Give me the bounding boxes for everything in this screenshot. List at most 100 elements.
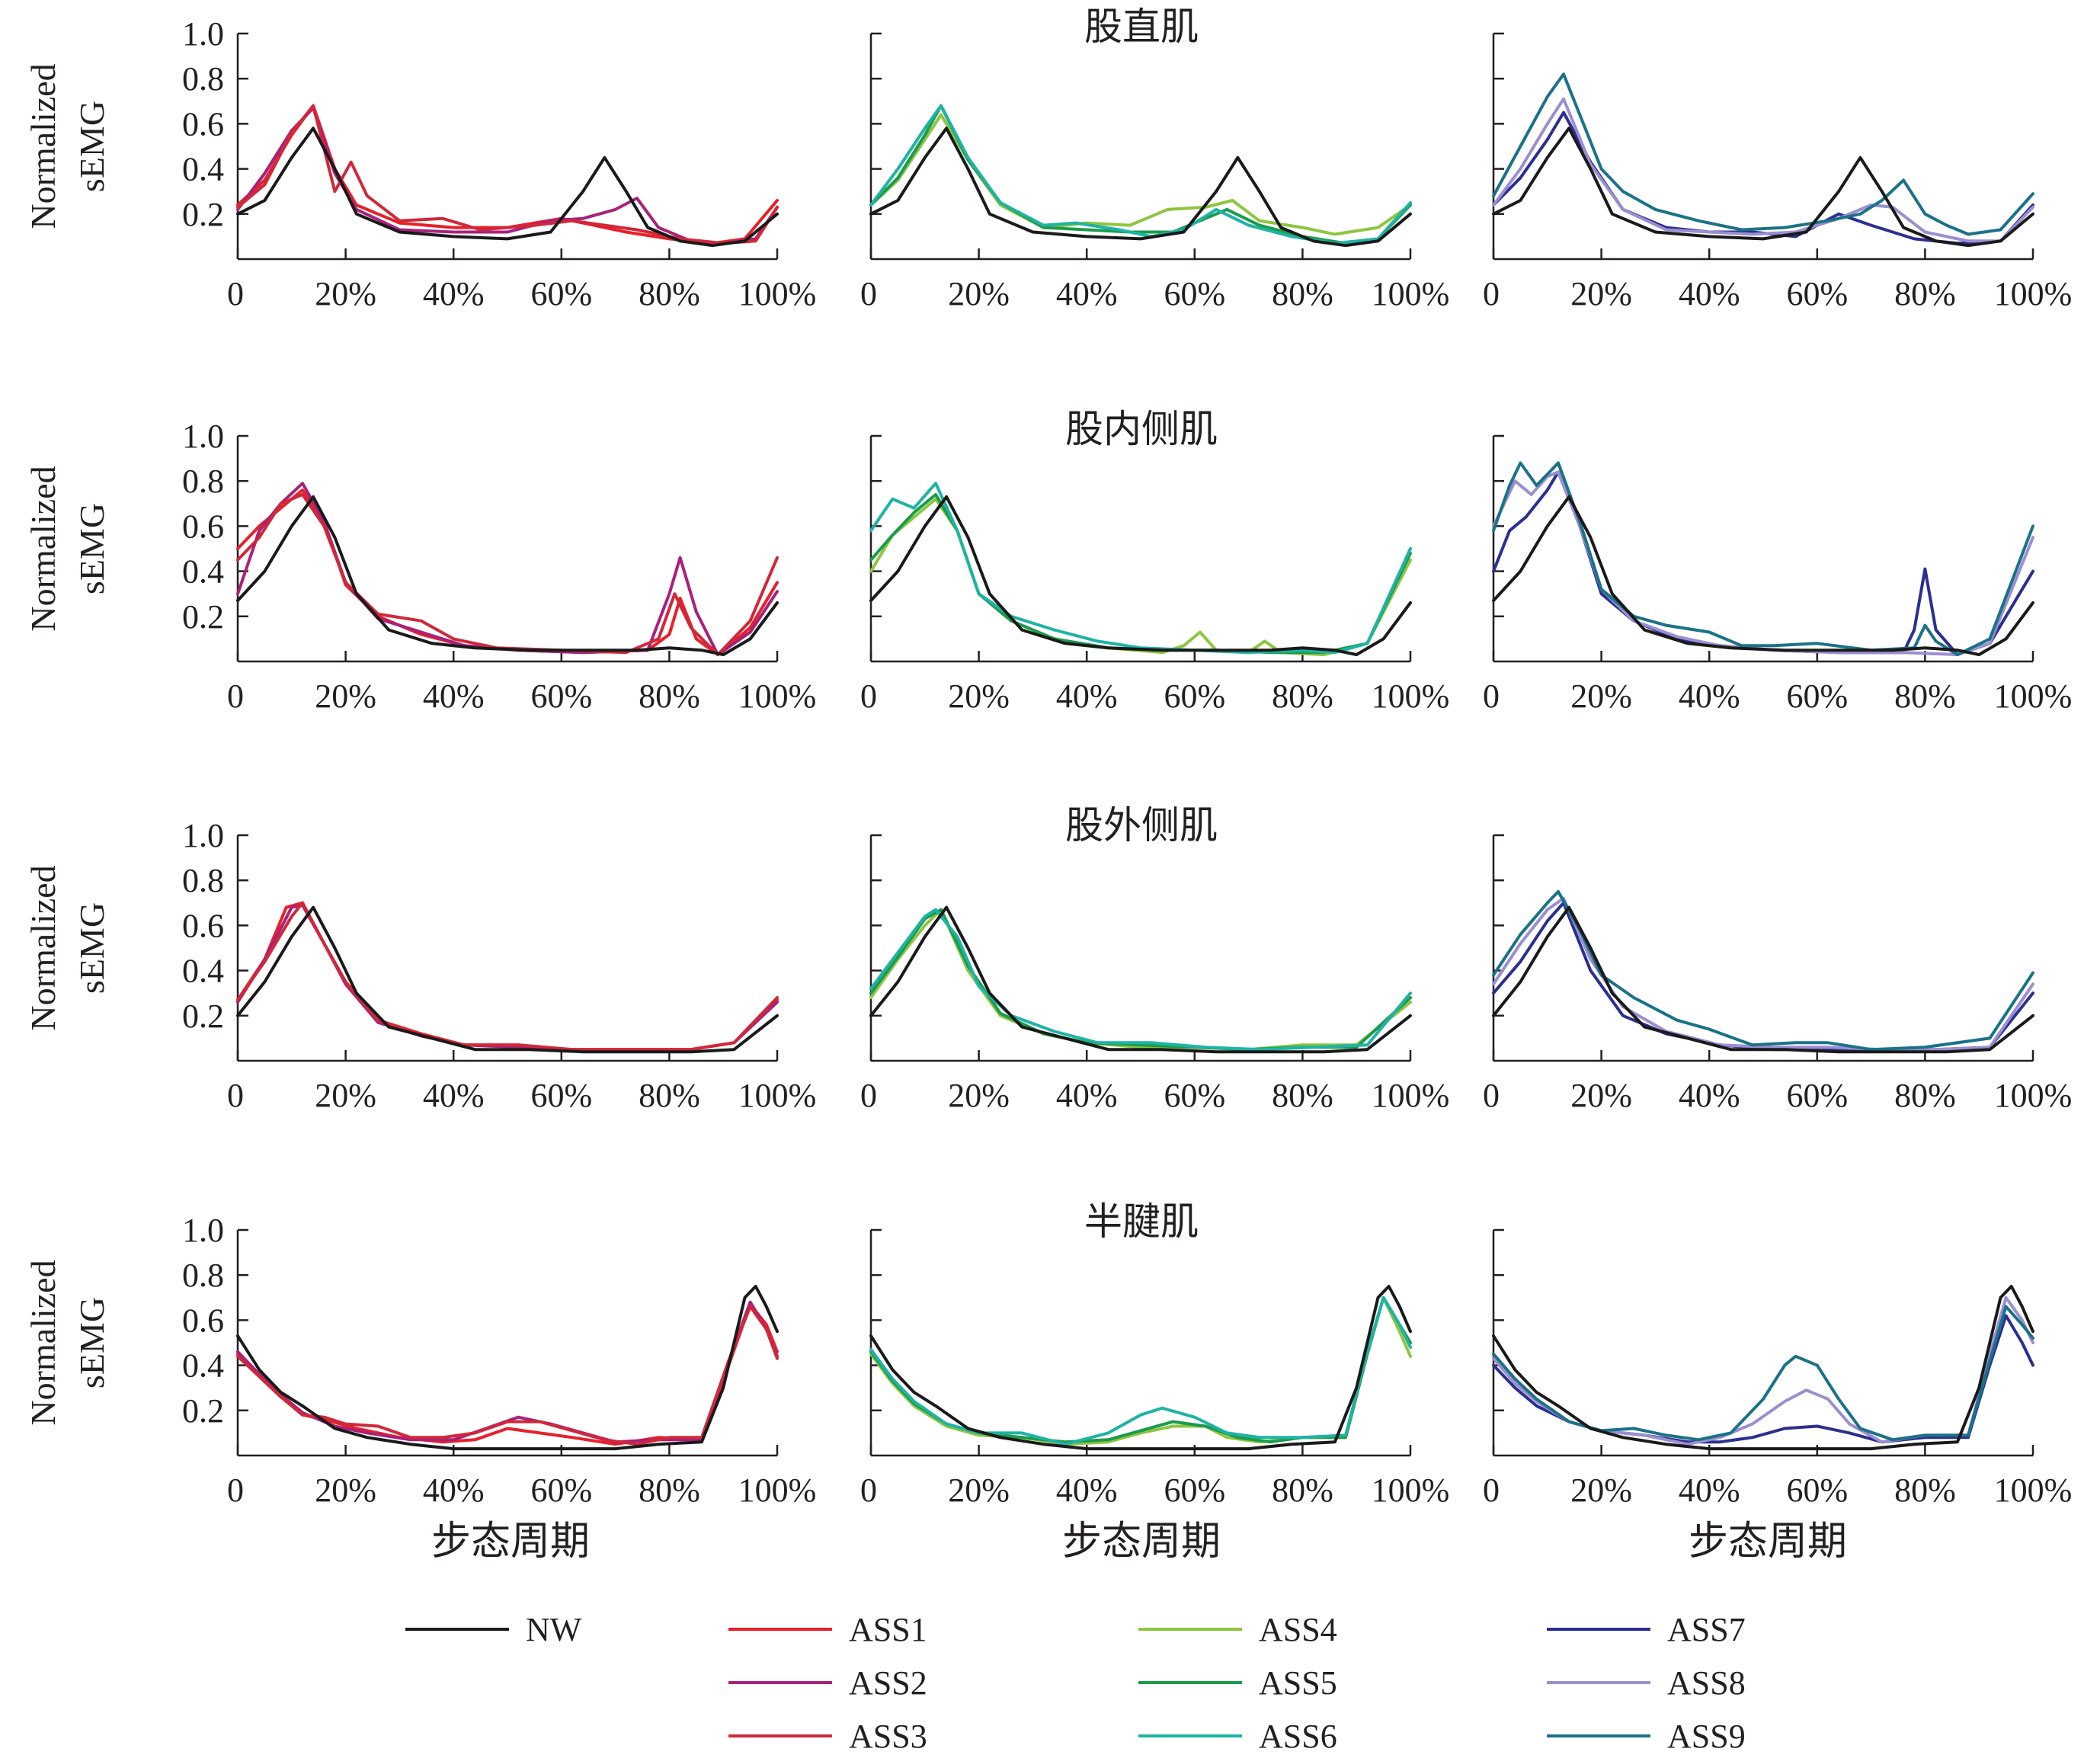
x-tick-label: 20% [1570,677,1632,715]
panel-r1-c3: 0 20% 40% 60% 80% 100% [1483,32,2072,312]
y-axis-label-line: sEMG [72,503,111,594]
y-tick-label: 0.6 [182,105,224,143]
x-tick-label: 80% [1272,677,1333,715]
series-line-ass6 [869,1295,1412,1446]
series-line-ass6 [869,104,1412,245]
series-line-nw [1492,905,2034,1054]
series-line-nw [869,127,1412,248]
x-tick-label: 20% [948,1077,1010,1114]
y-axis-label: Normalized sEMG [24,1260,111,1425]
panel-r4-c3: 0 20% 40% 60% 80% 100% [1483,1228,2072,1509]
x-tick-label: 60% [1164,1472,1225,1509]
legend-item-ass4: ASS4 [1138,1611,1337,1648]
legend-label: ASS7 [1667,1611,1746,1648]
legend-item-ass2: ASS2 [728,1664,927,1702]
x-tick-label: 0 [227,1077,244,1114]
x-tick-label: 40% [1056,1077,1118,1114]
series-line-ass4 [869,1295,1412,1446]
x-tick-label: 100% [1372,275,1450,312]
legend-label: ASS1 [849,1611,927,1648]
y-axis-label-line: Normalized [24,466,62,631]
x-tick-label: 40% [1679,275,1740,312]
x-tick-label: 40% [423,1077,485,1114]
x-tick-label: 80% [639,677,700,715]
series-line-nw [236,1285,779,1451]
x-tick-label: 100% [1372,677,1450,715]
panel-r1-c1: 0.2 0.4 0.6 0.8 1.0 0 20% 40% 60% 80% 100% Normaliz… [24,15,816,312]
series-line-nw [869,1285,1412,1451]
row-title: 股外侧肌 [1065,804,1218,847]
legend-item-ass9: ASS9 [1547,1718,1746,1755]
series-line-nw [1492,127,2034,248]
y-tick-label: 0.4 [182,953,224,990]
y-tick-label: 0.2 [182,998,224,1035]
x-tick-label: 0 [1483,1472,1500,1509]
x-tick-label: 100% [1372,1472,1450,1509]
x-tick-label: 40% [1679,1472,1740,1509]
y-tick-label: 0.8 [182,60,224,98]
x-tick-label: 60% [530,1077,592,1114]
y-axis-label-line: Normalized [24,1260,62,1425]
legend-item-ass6: ASS6 [1138,1718,1337,1755]
x-tick-label: 20% [315,677,376,715]
x-tick-label: 100% [1994,1077,2073,1114]
legend-label: NW [526,1611,582,1648]
series-line-ass3 [236,901,779,1052]
y-tick-label: 1.0 [182,418,224,455]
x-tick-label: 80% [1272,1472,1333,1509]
y-tick-label: 0.6 [182,508,224,545]
x-tick-label: 40% [1056,275,1118,312]
x-tick-label: 80% [1894,1472,1956,1509]
x-tick-label: 20% [315,275,376,312]
series-line-ass6 [869,482,1412,655]
y-tick-label: 1.0 [182,15,224,53]
x-tick-label: 60% [1786,1472,1848,1509]
legend-item-ass8: ASS8 [1547,1664,1746,1702]
x-tick-label: 20% [948,677,1010,715]
series-line-ass9 [1492,461,2034,657]
y-axis-label-line: sEMG [72,101,111,192]
x-tick-label: 0 [1483,275,1500,312]
series-line-ass3 [236,1305,779,1446]
legend-label: ASS6 [1259,1718,1337,1755]
x-tick-label: 20% [1570,1472,1632,1509]
panel-r2-c2: 0 20% 40% 60% 80% 100% [860,434,1450,715]
x-tick-label: 40% [423,1472,485,1509]
legend-label: ASS5 [1259,1664,1337,1702]
x-tick-label: 100% [1372,1077,1450,1114]
x-tick-label: 100% [738,275,817,312]
x-axis-labels: 步态周期 步态周期 步态周期 [431,1520,1847,1564]
panel-r2-c3: 0 20% 40% 60% 80% 100% [1483,434,2072,715]
x-tick-label: 20% [1570,275,1632,312]
y-axis-label: Normalized sEMG [24,466,111,631]
series-line-nw [869,495,1412,657]
x-axis-label-col3: 步态周期 [1689,1520,1847,1564]
x-tick-label: 0 [1483,1077,1500,1114]
series-line-nw [236,127,779,248]
x-tick-label: 80% [1894,1077,1956,1114]
y-tick-label: 0.8 [182,463,224,500]
y-tick-label: 0.4 [182,151,224,188]
series-line-ass9 [1492,890,2034,1052]
legend-label: ASS4 [1259,1611,1337,1648]
y-tick-label: 0.2 [182,196,224,233]
legend-item-nw: NW [405,1611,582,1648]
y-axis-label: Normalized sEMG [24,63,111,229]
y-tick-label: 1.0 [182,1212,224,1249]
x-tick-label: 40% [1056,677,1118,715]
series-line-ass8 [1492,470,2034,657]
x-tick-label: 60% [530,275,592,312]
legend-item-ass3: ASS3 [728,1718,927,1755]
row-2: 股内侧肌 0.2 0.4 0.6 0.8 1.0 0 20% 40% 60% 80% 100% Norm… [24,408,2072,715]
series-line-ass3 [236,104,779,245]
x-tick-label: 40% [1679,677,1740,715]
legend-label: ASS9 [1667,1718,1746,1755]
panel-r3-c1: 0.2 0.4 0.6 0.8 1.0 0 20% 40% 60% 80% 100% Normaliz… [24,817,816,1114]
x-tick-label: 0 [1483,677,1500,715]
x-tick-label: 100% [738,1472,817,1509]
x-tick-label: 60% [1164,677,1225,715]
series-line-nw [236,495,779,657]
panel-r3-c2: 0 20% 40% 60% 80% 100% [860,834,1450,1114]
series-line-ass9 [1492,1305,2034,1442]
row-1: 股直肌 0.2 0.4 0.6 0.8 1.0 0 20% 40% 60% 80% 100% Norma… [24,5,2072,312]
